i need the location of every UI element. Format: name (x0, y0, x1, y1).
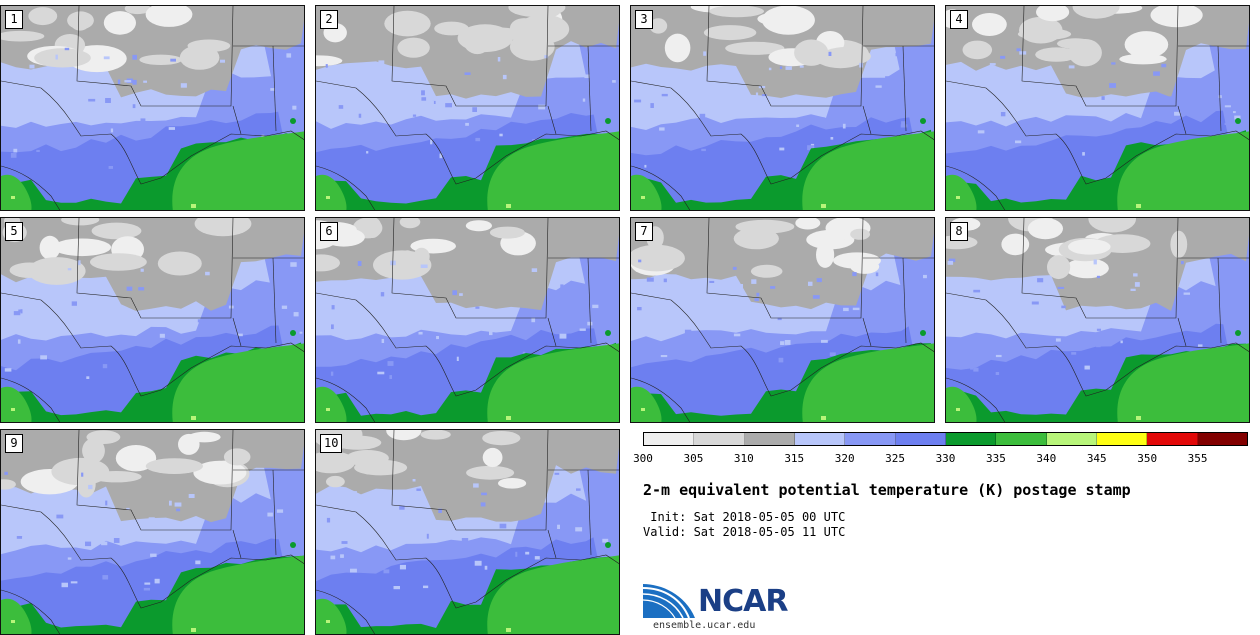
theta-e-map (631, 218, 934, 422)
colorbar-tick-label: 340 (1036, 452, 1057, 465)
colorbar-tick-label: 310 (733, 452, 754, 465)
colorbar-segment (694, 433, 745, 445)
colorbar-segment (1147, 433, 1198, 445)
ensemble-member-panel: 7 (630, 217, 935, 423)
ensemble-member-panel: 8 (945, 217, 1250, 423)
theta-e-map (1, 430, 304, 634)
member-number-label: 7 (635, 222, 653, 241)
ncar-logo-text: NCAR (698, 584, 788, 619)
ensemble-member-panel: 6 (315, 217, 620, 423)
member-number-label: 4 (950, 10, 968, 29)
colorbar-tick-label: 355 (1187, 452, 1208, 465)
colorbar-tick-label: 335 (985, 452, 1006, 465)
member-number-label: 6 (320, 222, 338, 241)
colorbar-segment (744, 433, 795, 445)
member-number-label: 2 (320, 10, 338, 29)
colorbar-tick-label: 330 (935, 452, 956, 465)
colorbar-tick-label: 325 (885, 452, 906, 465)
colorbar-segment (996, 433, 1047, 445)
colorbar-segment (1197, 433, 1247, 445)
ensemble-member-panel: 3 (630, 5, 935, 211)
init-time: Init: Sat 2018-05-05 00 UTC (643, 510, 846, 524)
colorbar-ticks: 300 305 310 315 320 325 330 335 340 345 350 355 (633, 452, 1248, 466)
ensemble-member-panel: 5 (0, 217, 305, 423)
theta-e-map (1, 6, 304, 210)
colorbar-tick-label: 305 (683, 452, 704, 465)
member-number-label: 8 (950, 222, 968, 241)
member-number-label: 10 (320, 434, 343, 453)
valid-time: Valid: Sat 2018-05-05 11 UTC (643, 525, 846, 539)
ensemble-member-panel: 4 (945, 5, 1250, 211)
colorbar-segment (1096, 433, 1148, 445)
member-number-label: 3 (635, 10, 653, 29)
theta-e-map (1, 218, 304, 422)
ensemble-member-panel: 1 (0, 5, 305, 211)
theta-e-map (631, 6, 934, 210)
colorbar-tick-label: 350 (1137, 452, 1158, 465)
theta-e-map (946, 6, 1249, 210)
colorbar-segment (845, 433, 896, 445)
colorbar-segment (644, 433, 695, 445)
colorbar-segment (1046, 433, 1097, 445)
colorbar-tick-label: 315 (784, 452, 805, 465)
theta-e-map (316, 218, 619, 422)
colorbar-tick-label: 320 (834, 452, 855, 465)
ensemble-member-panel: 9 (0, 429, 305, 635)
colorbar-segment (794, 433, 846, 445)
colorbar-tick-label: 345 (1086, 452, 1107, 465)
member-number-label: 9 (5, 434, 23, 453)
theta-e-map (946, 218, 1249, 422)
website-link[interactable]: ensemble.ucar.edu (653, 620, 756, 631)
colorbar-segment (945, 433, 997, 445)
colorbar-segment (895, 433, 946, 445)
ncar-logo-icon (643, 584, 695, 619)
theta-e-map (316, 430, 619, 634)
colorbar-tick-label: 300 (633, 452, 653, 465)
theta-e-map (316, 6, 619, 210)
ensemble-member-panel: 2 (315, 5, 620, 211)
colorbar (643, 432, 1248, 446)
figure-title: 2-m equivalent potential temperature (K)… (643, 481, 1131, 499)
member-number-label: 5 (5, 222, 23, 241)
member-number-label: 1 (5, 10, 23, 29)
ensemble-member-panel: 10 (315, 429, 620, 635)
